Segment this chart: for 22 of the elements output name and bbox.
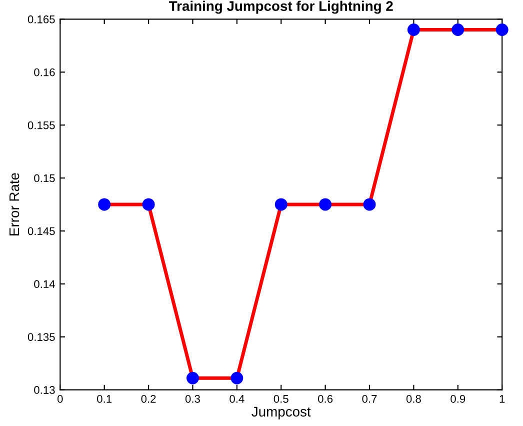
x-tick-label: 0.1 [97, 394, 112, 403]
chart-title: Training Jumpcost for Lightning 2 [169, 0, 393, 14]
x-tick-label: 0.4 [230, 394, 244, 403]
x-tick-label: 0.8 [406, 394, 421, 403]
x-tick-label: 0.7 [362, 394, 377, 403]
y-axis-title: Error Rate [9, 173, 20, 236]
y-tick-label: 0.165 [28, 15, 55, 24]
y-tick-label: 0.15 [34, 174, 55, 182]
y-tick-label: 0.13 [34, 386, 55, 394]
y-tick-label: 0.145 [28, 227, 55, 236]
y-tick-label: 0.16 [34, 68, 55, 76]
y-tick-label: 0.155 [28, 121, 55, 130]
x-axis-title: Jumpcost [252, 406, 311, 420]
x-tick-label: 0.6 [318, 394, 333, 403]
x-tick-label: 1 [500, 395, 505, 403]
y-tick-label: 0.135 [28, 333, 55, 341]
x-tick-label: 0.9 [450, 394, 466, 403]
x-tick-label: 0 [57, 394, 63, 403]
x-tick-label: 0.2 [141, 394, 156, 403]
y-tick-label: 0.14 [34, 280, 55, 288]
x-tick-label: 0.5 [274, 394, 288, 403]
x-tick-label: 0.3 [185, 394, 200, 403]
